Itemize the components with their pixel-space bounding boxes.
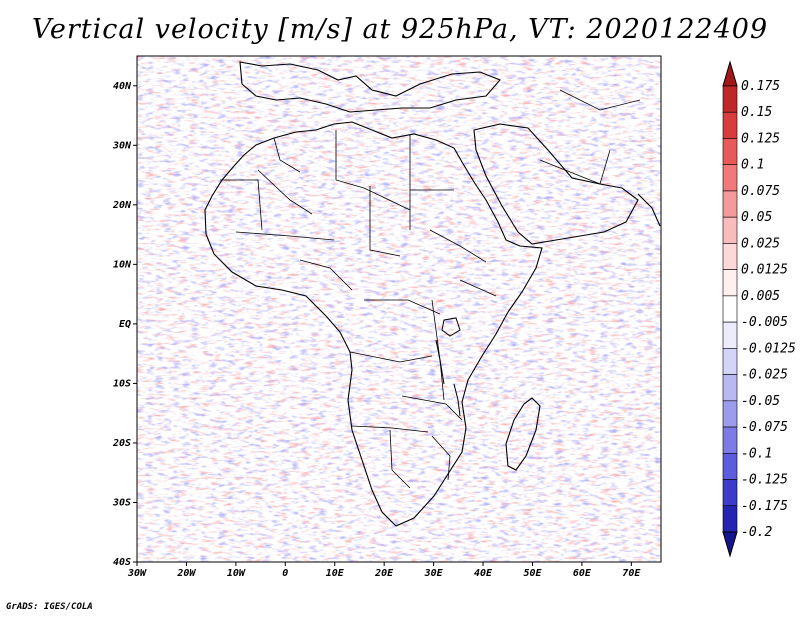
country-borders <box>220 89 641 489</box>
colorbar-label: -0.075 <box>741 420 788 435</box>
longitude-axis: 30W 20W 10W 0 10E 20E 30E 40E 50E 60E 70E <box>127 562 641 579</box>
lon-tick-label: 40E <box>474 568 493 579</box>
india-coastline <box>637 193 661 227</box>
colorbar-label: -0.05 <box>741 394 780 409</box>
lake-victoria <box>441 317 461 337</box>
colorbar-label: -0.025 <box>741 368 788 383</box>
colorbar-label: 0.005 <box>741 289 780 304</box>
grads-credit: GrADS: IGES/COLA <box>6 602 93 612</box>
coastlines <box>204 61 661 527</box>
velocity-field <box>137 56 661 562</box>
colorbar-label: 0.025 <box>741 236 780 251</box>
lon-tick-label: 30W <box>127 568 147 579</box>
colorbar-segment <box>722 479 738 507</box>
colorbar-segment <box>722 138 738 166</box>
colorbar-segment <box>722 348 738 375</box>
madagascar-coastline <box>505 397 541 471</box>
colorbar-label: -0.175 <box>741 499 788 514</box>
colorbar-label: 0.1 <box>741 158 764 173</box>
colorbar-segment <box>722 269 738 297</box>
colorbar-label: 0.05 <box>741 210 772 225</box>
colorbar-segment <box>722 426 738 454</box>
colorbar-label: 0.075 <box>741 184 780 199</box>
colorbar-segment <box>722 243 738 270</box>
colorbar-segment <box>722 505 738 533</box>
colorbar-segment <box>722 85 738 113</box>
colorbar-segment <box>722 164 738 192</box>
lakes <box>435 317 461 417</box>
europe-coastline <box>239 61 501 113</box>
colorbar-segment <box>722 111 738 139</box>
lon-tick-label: 0 <box>282 568 288 579</box>
lon-tick-label: 10W <box>227 568 246 579</box>
colorbar-segment <box>722 216 738 244</box>
lon-tick-label: 60E <box>573 568 592 579</box>
colorbar-segment <box>722 295 738 323</box>
colorbar: 0.175 0.15 0.125 0.1 0.075 0.05 0.025 0.0125 0.0… <box>722 60 796 558</box>
lat-tick-label: 20N <box>112 200 132 211</box>
colorbar-segment <box>722 190 738 218</box>
colorbar-label: -0.2 <box>741 525 772 540</box>
lat-tick-label: 40N <box>113 81 132 92</box>
lon-tick-label: 50E <box>523 568 542 579</box>
colorbar-label: -0.125 <box>741 473 788 488</box>
lat-tick-label: 30N <box>112 140 132 151</box>
lat-tick-label: 10N <box>113 259 132 270</box>
colorbar-segment <box>722 321 738 349</box>
colorbar-top-arrow <box>722 60 738 87</box>
lon-tick-label: 20W <box>176 568 196 579</box>
colorbar-segment <box>722 374 738 402</box>
lat-tick-label: 10S <box>113 378 131 389</box>
lon-tick-label: 70E <box>622 568 641 579</box>
lon-tick-label: 30E <box>424 568 444 579</box>
colorbar-label: -0.0125 <box>741 341 796 356</box>
lake-malawi <box>453 383 461 417</box>
lon-tick-label: 10E <box>326 568 345 579</box>
colorbar-label: 0.125 <box>741 131 780 146</box>
map-frame <box>136 55 662 563</box>
colorbar-segment <box>722 400 738 428</box>
colorbar-label: 0.175 <box>741 79 780 94</box>
colorbar-bottom-arrow <box>722 531 738 558</box>
colorbar-label: -0.1 <box>741 446 772 461</box>
lat-tick-label: 40S <box>113 557 131 568</box>
colorbar-label: -0.005 <box>741 315 788 330</box>
colorbar-label: 0.15 <box>741 105 772 120</box>
arabia-coastline <box>473 123 639 245</box>
chart-title: Vertical velocity [m/s] at 925hPa, VT: 2… <box>31 14 769 45</box>
latitude-axis: 40N 30N 20N 10N EQ 10S 20S 30S 40S <box>112 81 137 568</box>
colorbar-segment <box>722 452 738 480</box>
colorbar-label: 0.0125 <box>741 263 788 278</box>
africa-coastline <box>204 121 543 527</box>
lat-tick-label: EQ <box>119 319 131 330</box>
lat-tick-label: 20S <box>112 438 131 449</box>
lake-tanganyika <box>435 339 445 385</box>
lat-tick-label: 30S <box>112 497 131 508</box>
lon-tick-label: 20E <box>374 568 394 579</box>
